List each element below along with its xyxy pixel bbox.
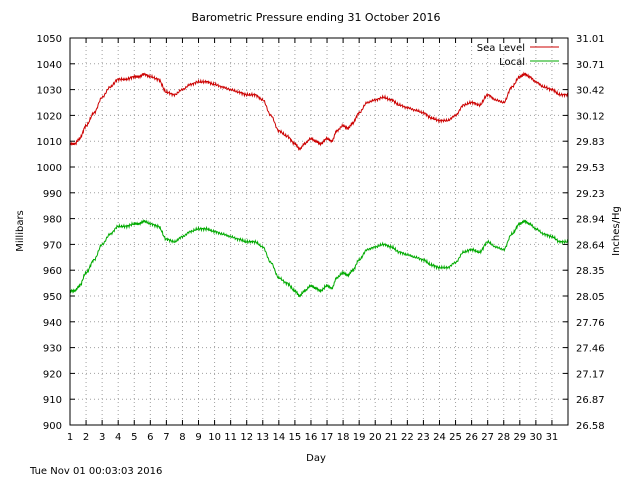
x-tick-label: 18 xyxy=(337,432,350,443)
x-axis-label: Day xyxy=(306,453,326,464)
y2-tick-label: 28.64 xyxy=(576,240,605,251)
y2-tick-label: 27.46 xyxy=(576,344,605,355)
y2-tick-label: 26.87 xyxy=(576,395,605,406)
x-tick-label: 26 xyxy=(465,432,478,443)
axis-ticks xyxy=(69,37,568,426)
y2-tick-label: 30.71 xyxy=(576,60,605,71)
x-tick-label: 6 xyxy=(147,432,153,443)
x-tick-label: 27 xyxy=(481,432,494,443)
x-tick-label: 1 xyxy=(67,432,73,443)
y2-tick-label: 28.05 xyxy=(576,292,605,303)
x-tick-label: 17 xyxy=(321,432,334,443)
x-tick-label: 25 xyxy=(449,432,462,443)
y2-tick-label: 28.35 xyxy=(576,266,605,277)
y-axis-label: Millibars xyxy=(15,210,26,252)
x-tick-label: 12 xyxy=(240,432,253,443)
y-tick-label: 950 xyxy=(43,292,62,303)
y2-tick-label: 30.42 xyxy=(576,86,605,97)
y-tick-label: 990 xyxy=(43,189,62,200)
y2-tick-label: 31.01 xyxy=(576,34,605,45)
legend-label-local: Local xyxy=(499,57,525,68)
y2-tick-label: 29.23 xyxy=(576,189,605,200)
legend: Sea Level Local xyxy=(477,43,559,68)
x-tick-label: 10 xyxy=(208,432,221,443)
x-tick-label: 11 xyxy=(224,432,237,443)
y-tick-label: 1030 xyxy=(37,86,62,97)
x-tick-label: 30 xyxy=(530,432,543,443)
y2-tick-label: 30.12 xyxy=(576,111,605,122)
y2-tick-label: 27.17 xyxy=(576,369,605,380)
x-tick-label: 14 xyxy=(272,432,285,443)
x-tick-label: 23 xyxy=(417,432,430,443)
x-tick-label: 7 xyxy=(163,432,169,443)
y2-tick-label: 29.53 xyxy=(576,163,605,174)
y-tick-label: 1040 xyxy=(37,60,62,71)
y2-tick-label: 26.58 xyxy=(576,421,605,432)
x-tick-label: 19 xyxy=(353,432,366,443)
x-tick-label: 8 xyxy=(179,432,185,443)
x-tick-label: 15 xyxy=(289,432,302,443)
y-tick-label: 910 xyxy=(43,395,62,406)
y-tick-label: 1050 xyxy=(37,34,62,45)
y-tick-label: 1010 xyxy=(37,137,62,148)
x-tick-label: 31 xyxy=(546,432,559,443)
y2-tick-label: 27.76 xyxy=(576,318,605,329)
y-tick-label: 940 xyxy=(43,318,62,329)
chart-title: Barometric Pressure ending 31 October 20… xyxy=(192,11,441,24)
x-tick-label: 4 xyxy=(115,432,121,443)
series-line-sea-level xyxy=(69,71,569,152)
x-tick-label: 21 xyxy=(385,432,398,443)
y-tick-label: 930 xyxy=(43,344,62,355)
x-tick-label: 16 xyxy=(305,432,318,443)
plot-frame xyxy=(69,37,569,426)
x-tick-label: 2 xyxy=(83,432,89,443)
footer-timestamp: Tue Nov 01 00:03:03 2016 xyxy=(29,466,162,477)
y2-tick-label: 29.83 xyxy=(576,137,605,148)
tick-labels: 1 2 3 4 5 6 7 8 9 10 11 12 13 14 15 16 17 18 19 20 21 22 23 24 2… xyxy=(37,34,605,443)
x-tick-label: 24 xyxy=(433,432,446,443)
x-tick-label: 22 xyxy=(401,432,414,443)
x-tick-label: 29 xyxy=(513,432,526,443)
y-tick-label: 970 xyxy=(43,240,62,251)
y-tick-label: 1000 xyxy=(37,163,62,174)
y2-tick-label: 28.94 xyxy=(576,215,605,226)
x-tick-label: 9 xyxy=(195,432,201,443)
x-tick-label: 28 xyxy=(497,432,510,443)
series-line-local xyxy=(69,219,569,298)
x-tick-label: 5 xyxy=(131,432,137,443)
x-tick-label: 20 xyxy=(369,432,382,443)
y-tick-label: 960 xyxy=(43,266,62,277)
legend-label-sea-level: Sea Level xyxy=(477,43,525,54)
x-tick-label: 13 xyxy=(256,432,269,443)
y-tick-label: 920 xyxy=(43,369,62,380)
y-tick-label: 1020 xyxy=(37,111,62,122)
grid xyxy=(70,38,568,425)
y2-axis-label: Inches/Hg xyxy=(611,206,622,256)
series-group xyxy=(69,71,569,298)
y-tick-label: 900 xyxy=(43,421,62,432)
y-tick-label: 980 xyxy=(43,215,62,226)
x-tick-label: 3 xyxy=(99,432,105,443)
